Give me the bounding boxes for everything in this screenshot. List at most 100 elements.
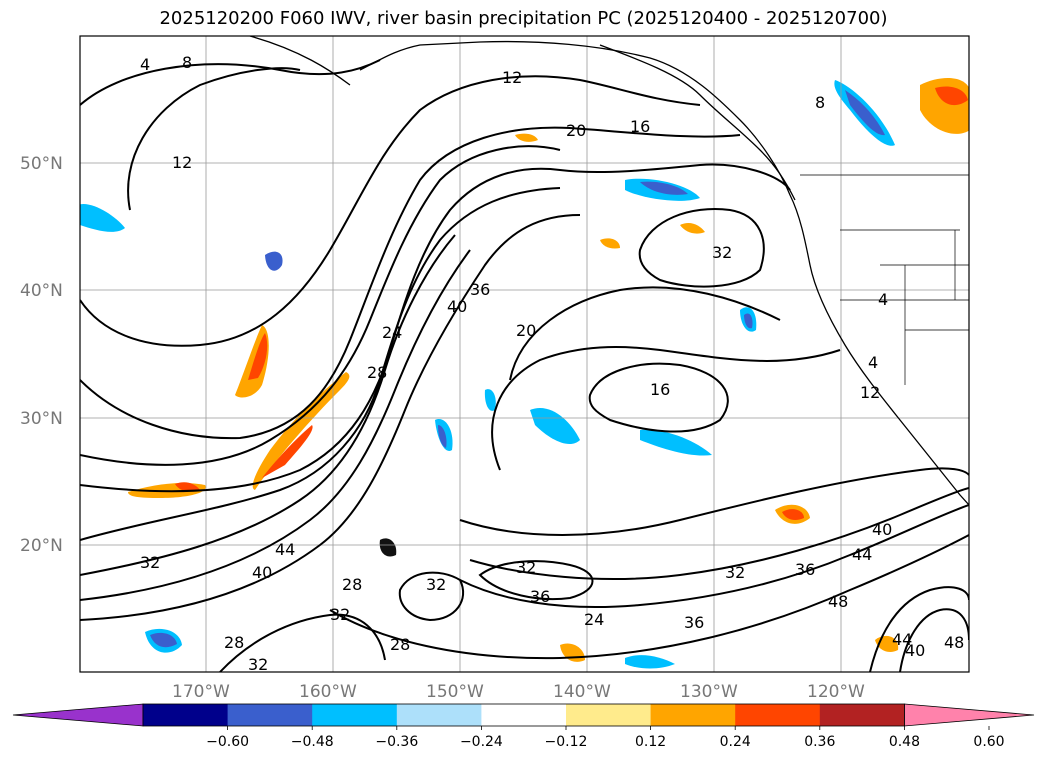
map-plot-area: 4 8 12 12 20 16 32 36 40 24 28 20 16 32 …: [80, 36, 969, 674]
lon-label: 150°W: [426, 682, 484, 702]
contour-line: [329, 534, 969, 660]
contour-label: 28: [367, 363, 387, 382]
lat-label: 40°N: [20, 281, 63, 301]
contour-label: 40: [905, 641, 925, 660]
colorbar-tick-label: 0.48: [889, 734, 920, 750]
precip-patch: [680, 222, 705, 234]
contour-label: 44: [275, 540, 295, 559]
precip-patch: [80, 204, 125, 232]
precip-patch: [515, 133, 538, 142]
map-frame: [79, 35, 970, 673]
colorbar-tick-label: 0.36: [804, 734, 835, 750]
contour-line: [899, 608, 969, 672]
contour-label: 48: [944, 633, 964, 652]
colorbar-tick-label: −0.24: [460, 734, 503, 750]
contour-line: [638, 208, 765, 288]
precip-shading: [80, 78, 969, 669]
precip-patch: [484, 389, 496, 411]
colorbar-segment: [143, 704, 229, 726]
contour-line: [459, 467, 969, 536]
colorbar-segment: [650, 704, 736, 726]
contour-label: 28: [342, 575, 362, 594]
contour-label: 12: [502, 68, 522, 87]
contour-line: [80, 163, 791, 493]
contour-label: 20: [566, 121, 586, 140]
contour-label: 36: [470, 280, 490, 299]
contour-label: 36: [795, 560, 815, 579]
contour-label: 32: [426, 575, 446, 594]
contour-label: 40: [252, 563, 272, 582]
contour-label: 32: [140, 553, 160, 572]
contour-line: [869, 586, 969, 672]
contour-label: 32: [248, 655, 268, 674]
lon-label: 120°W: [807, 682, 865, 702]
colorbar-segment: [566, 704, 652, 726]
colorbar-tick-label: −0.60: [206, 734, 249, 750]
contour-label-group: 4 8 12 12 20 16 32 36 40 24 28 20 16 32 …: [140, 53, 964, 674]
colorbar-tick-label: −0.36: [375, 734, 418, 750]
colorbar-tick-label: 0.60: [973, 734, 1004, 750]
lat-label: 50°N: [20, 154, 63, 174]
contour-line: [80, 75, 701, 347]
colorbar-tick-label: −0.12: [545, 734, 588, 750]
colorbar-segment: [396, 704, 482, 726]
colorbar-tick-label: 0.12: [635, 734, 666, 750]
contour-label: 32: [516, 558, 536, 577]
contour-line: [509, 286, 781, 381]
contour-label: 44: [852, 545, 872, 564]
contour-label: 4: [878, 290, 888, 309]
lat-label: 20°N: [20, 536, 63, 556]
precip-patch: [438, 425, 447, 448]
contour-line: [478, 560, 594, 601]
precip-patch: [845, 90, 885, 136]
colorbar-tick-label: 0.24: [720, 734, 751, 750]
contour-line: [80, 214, 581, 621]
lon-label: 160°W: [299, 682, 357, 702]
contour-line: [80, 234, 456, 576]
contour-line: [398, 571, 465, 622]
precip-patch: [265, 251, 283, 271]
contour-line: [127, 67, 301, 211]
coastline: [599, 44, 796, 201]
contour-line: [80, 145, 561, 466]
lon-label: 130°W: [680, 682, 738, 702]
lon-axis: 170°W 160°W 150°W 140°W 130°W 120°W: [172, 682, 865, 702]
contour-line: [588, 362, 729, 433]
colorbar-segment: [227, 704, 313, 726]
contour-label: 28: [224, 633, 244, 652]
contour-label: 48: [828, 592, 848, 611]
colorbar-segment: [312, 704, 398, 726]
contour-label: 20: [516, 321, 536, 340]
colorbar-segment: [481, 704, 567, 726]
chart-title: 2025120200 F060 IWV, river basin precipi…: [159, 8, 888, 29]
contour-label: 16: [630, 117, 650, 136]
colorbar-tick-label: −0.48: [291, 734, 334, 750]
contour-line: [469, 487, 969, 581]
contour-label: 16: [650, 380, 670, 399]
colorbar-segment: [735, 704, 821, 726]
graticule: [80, 36, 969, 672]
precip-patch: [640, 181, 688, 195]
contour-line: [80, 249, 471, 601]
contour-label: 40: [872, 520, 892, 539]
colorbar-extend-max: [904, 703, 1035, 727]
precip-patch: [600, 238, 620, 249]
contour-label: 40: [447, 297, 467, 316]
iwv-contours: [80, 59, 969, 672]
colorbar-extend-min: [12, 703, 144, 727]
contour-label: 36: [684, 613, 704, 632]
precip-patch: [252, 372, 350, 490]
contour-label: 4: [868, 353, 878, 372]
precip-patch: [262, 425, 313, 478]
precip-patch: [530, 408, 580, 445]
contour-line: [80, 187, 561, 541]
contour-label: 8: [182, 53, 192, 72]
precip-patch: [782, 509, 804, 520]
lat-label: 30°N: [20, 409, 63, 429]
colorbar: −0.60 −0.48 −0.36 −0.24 −0.12 0.12 0.24 0.36 0.4…: [12, 703, 1035, 750]
contour-label: 32: [725, 563, 745, 582]
precip-patch: [640, 429, 712, 456]
precip-patch: [625, 655, 675, 669]
colorbar-frame: [142, 703, 905, 727]
